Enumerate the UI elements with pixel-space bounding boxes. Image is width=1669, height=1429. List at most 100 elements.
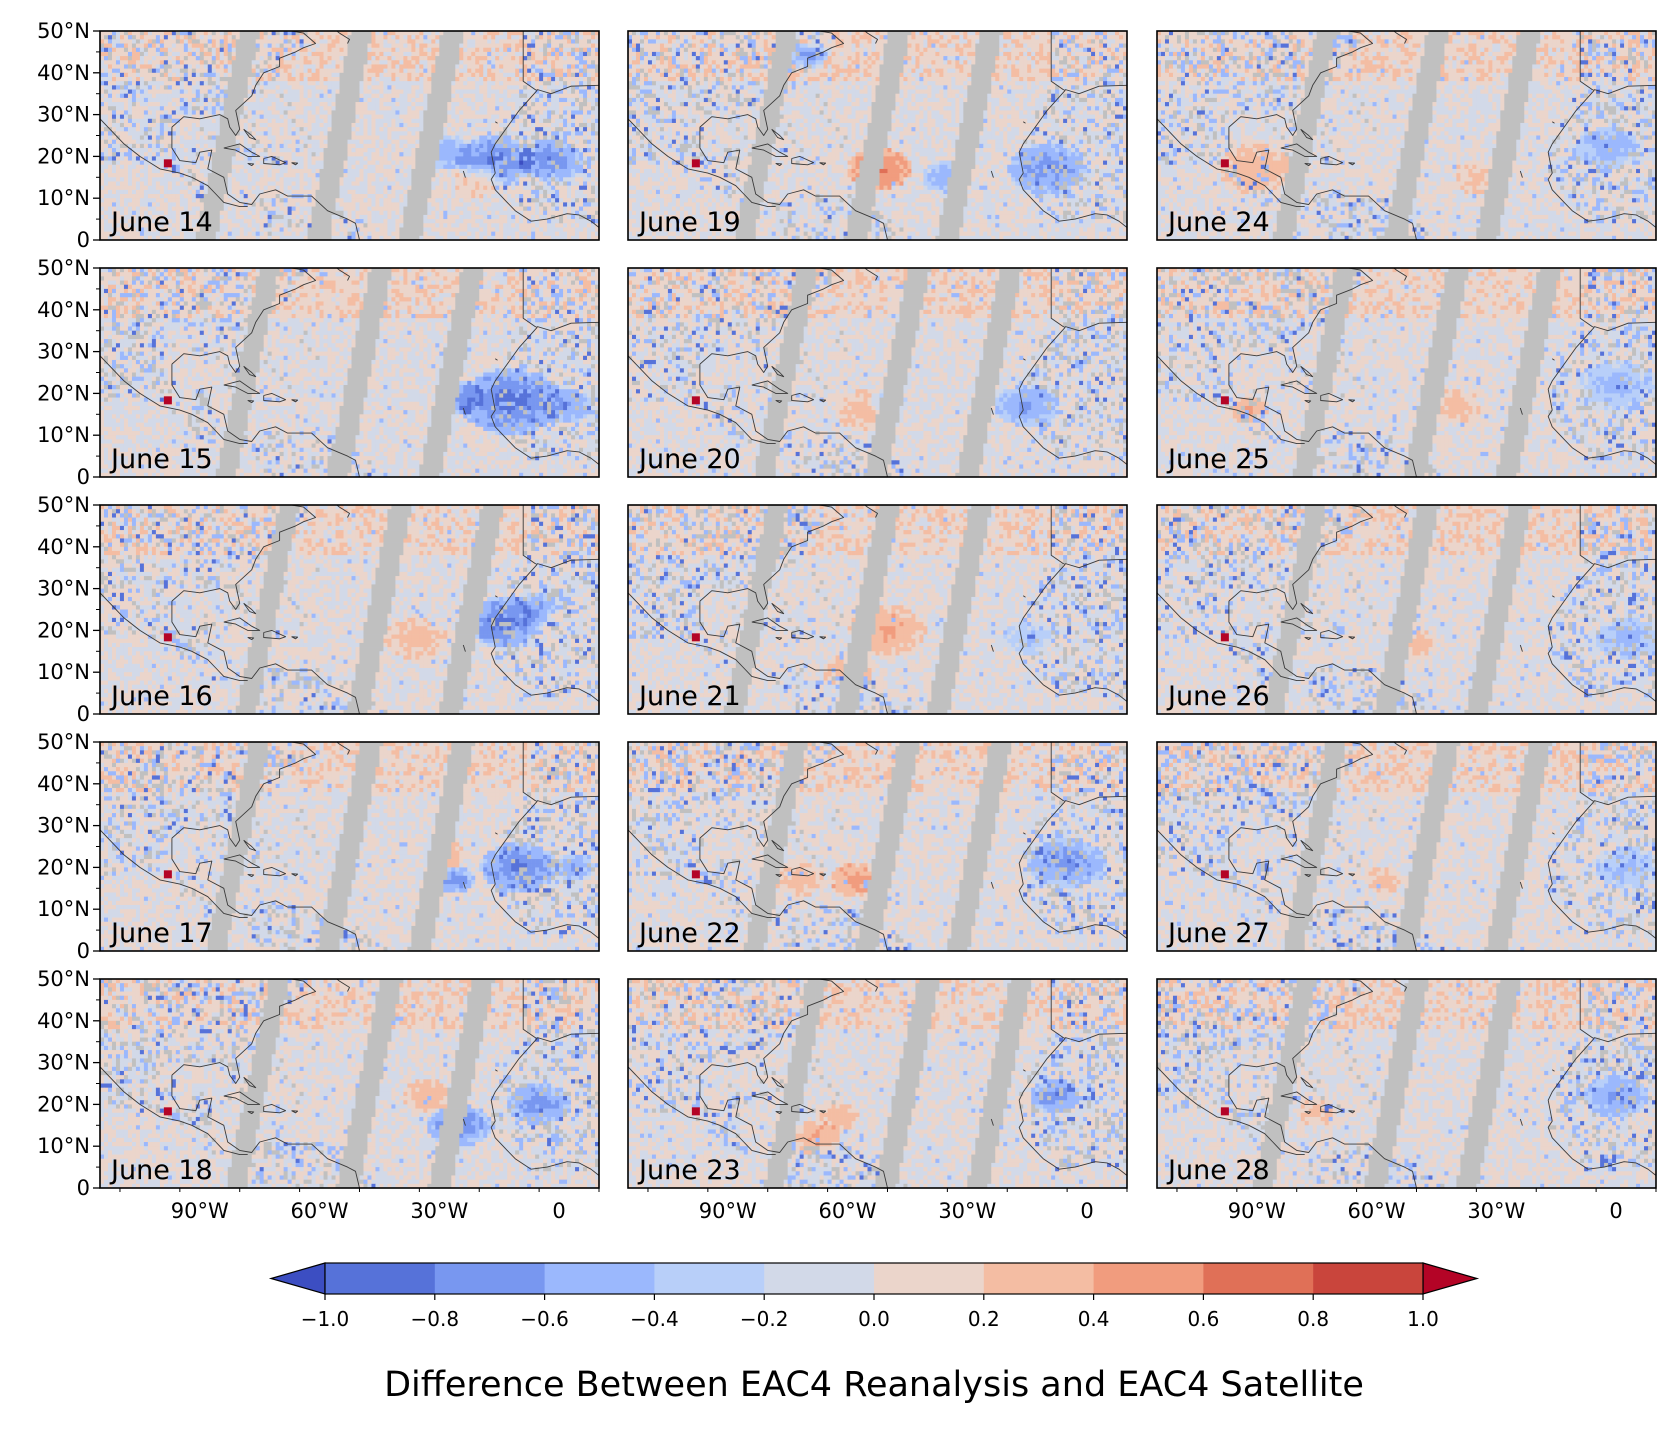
lat-tick-label: 30°N (37, 103, 90, 127)
panel-date-label: June 19 (637, 207, 741, 238)
map-panel: June 23 90°W 60°W 30°W 0 (628, 975, 1127, 1223)
lat-tick-label: 20°N (37, 1092, 90, 1116)
panel-date-label: June 21 (637, 681, 741, 712)
lat-tick-label: 50°N (37, 256, 90, 280)
lat-tick-label: 40°N (37, 298, 90, 322)
lat-tick-label: 10°N (37, 186, 90, 210)
map-panel: June 15 0 10°N 20°N 30°N 40°N 50°N (37, 256, 599, 489)
map-panel: June 24 (1157, 27, 1656, 241)
lon-tick-label: 30°W (938, 1199, 996, 1223)
lat-tick-label: 40°N (37, 1009, 90, 1033)
lon-tick-label: 60°W (1348, 1199, 1406, 1223)
lon-tick-label: 60°W (291, 1199, 349, 1223)
panel-date-label: June 28 (1166, 1155, 1270, 1186)
colorbar-segment (874, 1263, 984, 1294)
colorbar-segment (435, 1263, 545, 1294)
map-panel: June 27 (1157, 738, 1656, 952)
panel-date-label: June 15 (109, 444, 213, 475)
lon-tick-label: 90°W (1228, 1199, 1286, 1223)
colorbar-tick-label: 0.8 (1297, 1307, 1329, 1331)
panel-date-label: June 27 (1166, 918, 1270, 949)
panel-date-label: June 16 (109, 681, 213, 712)
colorbar-tick-label: −1.0 (301, 1307, 350, 1331)
panel-date-label: June 22 (637, 918, 741, 949)
colorbar-segment (1094, 1263, 1204, 1294)
lat-tick-label: 20°N (37, 855, 90, 879)
colorbar-tick-label: 0.4 (1078, 1307, 1110, 1331)
lat-tick-label: 30°N (37, 814, 90, 838)
colorbar-tick-label: −0.4 (630, 1307, 679, 1331)
lon-tick-label: 90°W (699, 1199, 757, 1223)
colorbar-tick-label: 0.6 (1187, 1307, 1219, 1331)
lat-tick-label: 20°N (37, 381, 90, 405)
map-panel: June 14 0 10°N 20°N 30°N 40°N 50°N (37, 19, 599, 252)
lat-tick-label: 0 (77, 702, 90, 726)
map-panel: June 28 90°W 60°W 30°W 0 (1157, 975, 1656, 1223)
lat-tick-label: 30°N (37, 577, 90, 601)
map-panel: June 16 0 10°N 20°N 30°N 40°N 50°N (37, 493, 599, 726)
lat-tick-label: 10°N (37, 423, 90, 447)
panel-date-label: June 14 (109, 207, 213, 238)
panel-date-label: June 17 (109, 918, 213, 949)
lat-tick-label: 40°N (37, 61, 90, 85)
map-panel: June 18 0 10°N 20°N 30°N 40°N 50°N 90°W 60°W 30°W… (37, 967, 599, 1223)
colorbar-segment (545, 1263, 655, 1294)
lat-tick-label: 40°N (37, 772, 90, 796)
lat-tick-label: 30°N (37, 1051, 90, 1075)
map-panel: June 26 (1157, 501, 1656, 715)
colorbar-tick-label: −0.8 (411, 1307, 460, 1331)
lat-tick-label: 10°N (37, 660, 90, 684)
colorbar-segment (654, 1263, 764, 1294)
lon-tick-label: 60°W (819, 1199, 877, 1223)
lon-tick-label: 0 (1609, 1199, 1622, 1223)
colorbar-segment (1203, 1263, 1313, 1294)
lon-tick-label: 0 (552, 1199, 565, 1223)
colorbar-tick-label: 1.0 (1407, 1307, 1439, 1331)
lat-tick-label: 30°N (37, 340, 90, 364)
lon-tick-label: 0 (1080, 1199, 1093, 1223)
lat-tick-label: 0 (77, 1176, 90, 1200)
lat-tick-label: 10°N (37, 897, 90, 921)
lat-tick-label: 40°N (37, 535, 90, 559)
map-panel: June 21 (628, 501, 1127, 715)
lon-tick-label: 90°W (171, 1199, 229, 1223)
lat-tick-label: 50°N (37, 493, 90, 517)
colorbar-tick-label: 0.0 (858, 1307, 890, 1331)
map-panel: June 17 0 10°N 20°N 30°N 40°N 50°N (37, 730, 599, 963)
panel-date-label: June 23 (637, 1155, 741, 1186)
lat-tick-label: 20°N (37, 618, 90, 642)
map-panel: June 22 (628, 738, 1127, 952)
colorbar-under-arrow (271, 1263, 325, 1294)
panel-date-label: June 26 (1166, 681, 1270, 712)
colorbar-tick-label: −0.6 (520, 1307, 569, 1331)
colorbar-segment (1313, 1263, 1423, 1294)
colorbar-segment (325, 1263, 435, 1294)
lon-tick-label: 30°W (1467, 1199, 1525, 1223)
panel-date-label: June 18 (109, 1155, 213, 1186)
figure-title: Difference Between EAC4 Reanalysis and E… (384, 1365, 1364, 1405)
lon-tick-label: 30°W (410, 1199, 468, 1223)
lat-tick-label: 0 (77, 939, 90, 963)
colorbar: −1.0 −0.8 −0.6 −0.4 −0.2 0.0 0.2 0.4 0.6 0.8 1.0 (271, 1263, 1477, 1331)
lat-tick-label: 0 (77, 465, 90, 489)
map-panel: June 19 (628, 27, 1127, 241)
lat-tick-label: 50°N (37, 730, 90, 754)
colorbar-tick-label: −0.2 (740, 1307, 789, 1331)
panel-date-label: June 25 (1166, 444, 1270, 475)
colorbar-segment (764, 1263, 874, 1294)
lat-tick-label: 10°N (37, 1134, 90, 1158)
lat-tick-label: 50°N (37, 19, 90, 43)
colorbar-segment (984, 1263, 1094, 1294)
map-panel: June 20 (628, 264, 1127, 478)
panel-date-label: June 20 (637, 444, 741, 475)
lat-tick-label: 0 (77, 228, 90, 252)
map-panel: June 25 (1157, 264, 1656, 478)
panels-layer: June 14 0 10°N 20°N 30°N 40°N 50°N June 15 0 10°N… (37, 19, 1656, 1223)
colorbar-tick-label: 0.2 (968, 1307, 1000, 1331)
panel-date-label: June 24 (1166, 207, 1270, 238)
colorbar-over-arrow (1423, 1263, 1477, 1294)
lat-tick-label: 20°N (37, 144, 90, 168)
lat-tick-label: 50°N (37, 967, 90, 991)
